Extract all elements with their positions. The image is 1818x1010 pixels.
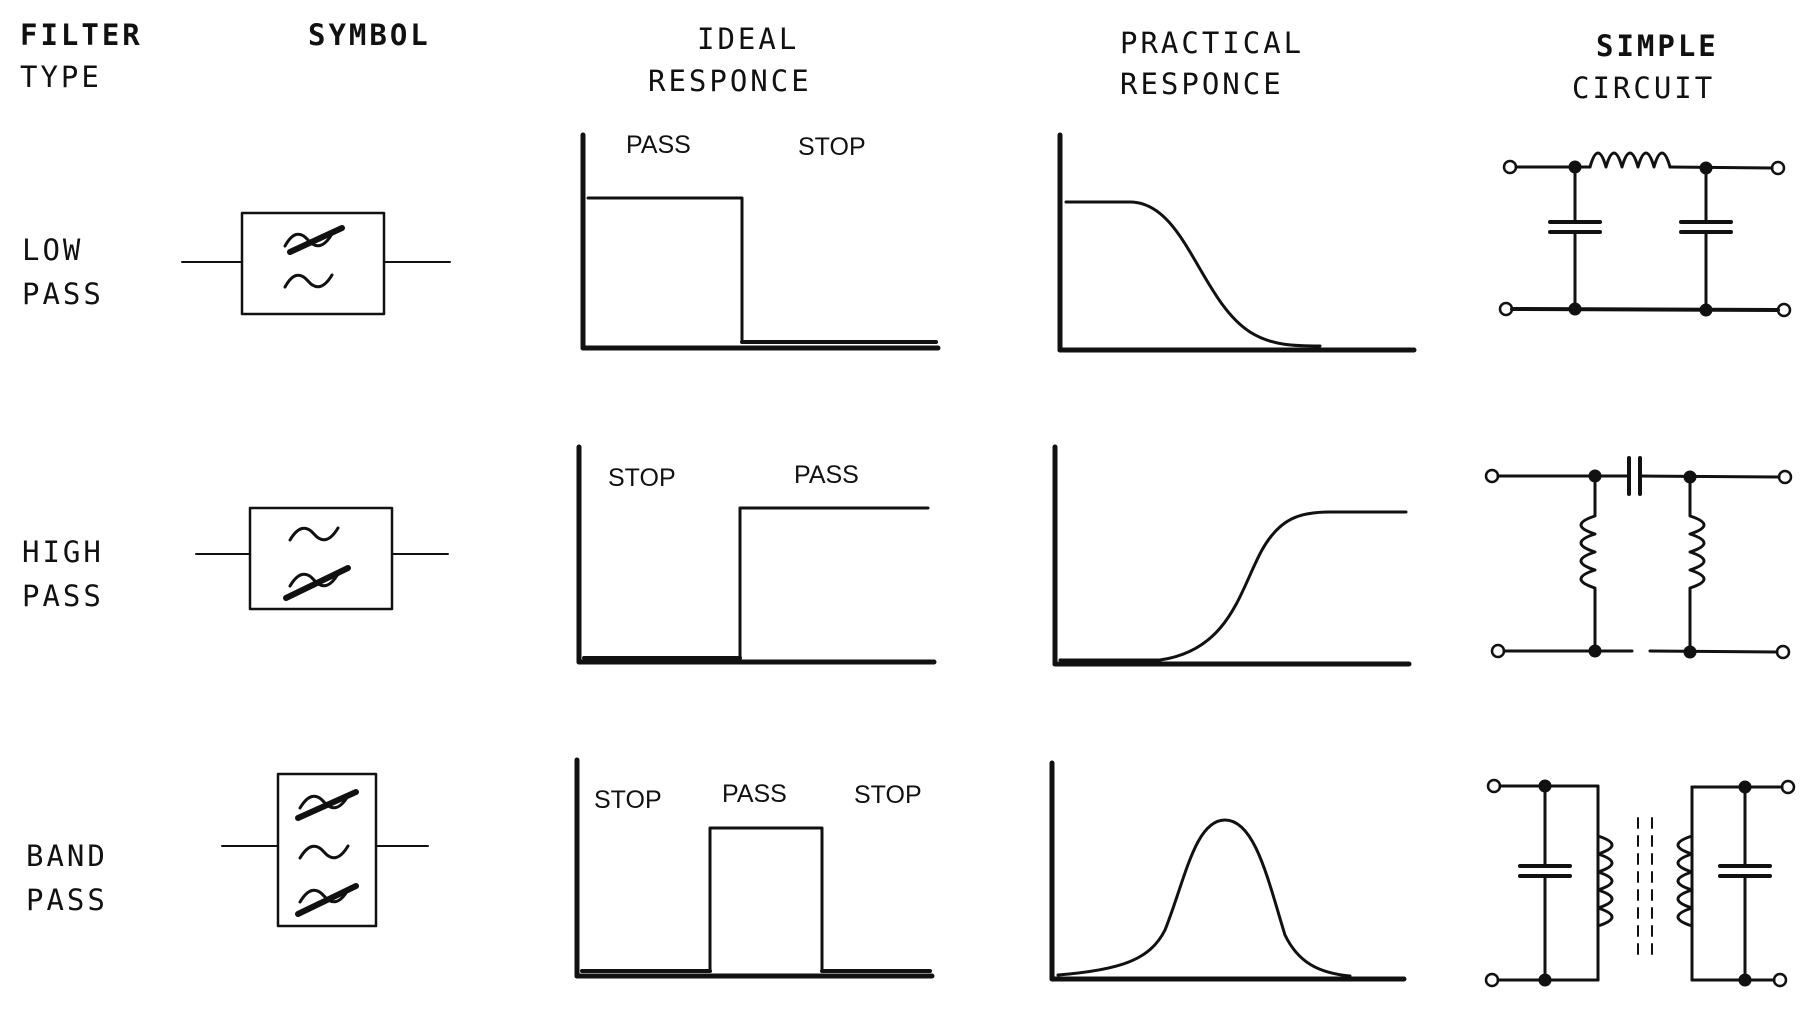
row-label-high-line1: HIGH: [22, 535, 104, 569]
terminal-icon: [1486, 778, 1502, 794]
sine-icon: [298, 888, 350, 904]
ideal-label-high-pass: PASS: [794, 461, 859, 489]
capacitor-icon: [1627, 456, 1642, 496]
row-label-band-line1: BAND: [26, 839, 108, 873]
inductor-icon: [1579, 474, 1597, 653]
symbol-high-pass: [195, 506, 449, 611]
row-label-high-line2: PASS: [22, 579, 104, 613]
header-circuit-line1: SIMPLE: [1596, 29, 1719, 63]
circuit-high-pass: [1484, 456, 1793, 660]
strike-icon: [295, 883, 359, 917]
sine-icon: [283, 273, 334, 289]
symbol-band-pass: [221, 772, 429, 928]
header-symbol: SYMBOL: [308, 18, 431, 52]
header-circuit-line2: CIRCUIT: [1572, 71, 1716, 105]
terminal-icon: [1484, 468, 1500, 484]
strike-icon: [287, 225, 345, 255]
strike-icon: [295, 789, 359, 821]
terminal-icon: [1772, 972, 1788, 988]
terminal-icon: [1775, 644, 1791, 660]
terminal-icon: [1484, 972, 1500, 988]
practical-response-high-pass: [1052, 444, 1412, 667]
terminal-icon: [1777, 469, 1793, 485]
inductor-icon: [1688, 475, 1706, 654]
ideal-response-high-pass: [576, 444, 937, 665]
ideal-label-high-stop: STOP: [608, 464, 676, 492]
header-ideal-line2: RESPONCE: [648, 64, 812, 98]
inductor-icon: [1596, 834, 1614, 928]
ideal-label-band-pass: PASS: [722, 780, 787, 808]
capacitor-icon: [1679, 166, 1733, 312]
sine-icon: [288, 572, 340, 588]
header-practical-line1: PRACTICAL: [1120, 26, 1305, 60]
terminal-icon: [1780, 779, 1796, 795]
ideal-label-band-stop-right: STOP: [854, 781, 922, 809]
row-label-low-line2: PASS: [22, 277, 104, 311]
sine-icon: [298, 794, 350, 810]
sine-icon: [288, 526, 340, 542]
row-label-low-line1: LOW: [22, 233, 84, 267]
sine-icon: [283, 232, 334, 248]
terminal-icon: [1770, 160, 1786, 176]
header-ideal-line1: IDEAL: [697, 22, 800, 56]
terminal-icon: [1490, 643, 1506, 659]
practical-response-band-pass: [1049, 760, 1407, 982]
capacitor-icon: [1718, 785, 1772, 982]
inductor-icon: [1676, 834, 1694, 928]
header-filter-type-line1: FILTER: [20, 18, 143, 52]
header-practical-line2: RESPONCE: [1120, 67, 1284, 101]
terminal-icon: [1502, 159, 1518, 175]
ideal-response-band-pass: [574, 757, 935, 979]
symbol-low-pass: [181, 211, 451, 316]
capacitor-icon: [1518, 784, 1572, 982]
ideal-label-low-pass: PASS: [626, 131, 691, 159]
sine-icon: [298, 844, 350, 860]
capacitor-icon: [1548, 165, 1602, 311]
ideal-label-band-stop-left: STOP: [594, 786, 662, 814]
strike-icon: [283, 565, 351, 601]
circuit-band-pass: [1484, 778, 1796, 988]
row-label-band-line2: PASS: [26, 883, 108, 917]
ideal-label-low-stop: STOP: [798, 133, 866, 161]
circuit-low-pass: [1498, 151, 1792, 318]
ideal-response-low-pass: [580, 132, 941, 351]
inductor-icon: [1588, 151, 1672, 169]
practical-response-low-pass: [1057, 132, 1417, 353]
header-filter-type-line2: TYPE: [20, 60, 102, 94]
